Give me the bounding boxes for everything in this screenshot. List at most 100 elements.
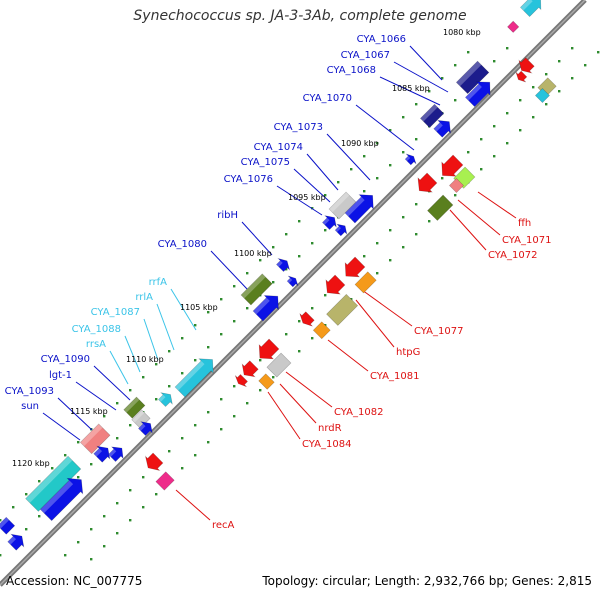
tick-dot: [467, 151, 470, 154]
tick-dot: [64, 454, 67, 457]
tick-dot: [194, 359, 197, 362]
genome-title: Synechococcus sp. JA-3-3Ab, complete gen…: [133, 8, 467, 24]
tick-dot: [220, 333, 223, 336]
tick-dot: [428, 220, 431, 223]
tick-dot: [454, 99, 457, 102]
gene-label: CYA_1088: [72, 324, 121, 335]
tick-dot: [142, 376, 145, 379]
forward-gene-shape: [39, 477, 84, 522]
kbp-tick-label: 1100 kbp: [234, 249, 272, 258]
tick-dot: [441, 77, 444, 80]
forward-gene: [433, 120, 451, 138]
tick-dot: [207, 346, 210, 349]
forward-gene: [464, 81, 491, 108]
tick-dot: [246, 402, 249, 405]
forward-gene: [344, 194, 374, 224]
forward-gene: [328, 191, 357, 220]
accession-text: Accession: NC_007775: [6, 574, 143, 588]
tick-dot: [207, 441, 210, 444]
forward-gene-shine: [7, 536, 17, 545]
tick-dot: [142, 506, 145, 509]
label-leader-line: [276, 185, 323, 216]
gene-label: CYA_1076: [224, 174, 273, 185]
tick-dot: [233, 385, 236, 388]
reverse-gene-shape: [344, 256, 366, 278]
tick-dot: [155, 398, 158, 401]
reverse-gene-shape: [518, 57, 535, 74]
reverse-gene-shape: [312, 321, 331, 340]
tick-dot: [376, 177, 379, 180]
forward-gene-shape: [7, 533, 25, 551]
forward-gene-shine: [241, 273, 266, 299]
tick-dot: [337, 181, 340, 184]
tick-dot: [285, 333, 288, 336]
tick-dot: [207, 411, 210, 414]
reverse-gene: [234, 374, 248, 388]
tick-dot: [207, 311, 210, 314]
tick-dot: [77, 441, 80, 444]
forward-gene-shine: [138, 423, 146, 431]
forward-gene-shine: [175, 360, 205, 391]
label-leader-line: [293, 168, 331, 203]
forward-gene-shape: [322, 215, 337, 230]
forward-gene-shape: [519, 0, 542, 18]
gene-label: recA: [212, 520, 235, 531]
kbp-tick-label: 1120 kbp: [12, 459, 50, 468]
genome-summary-text: Topology: circular; Length: 2,932,766 bp…: [262, 574, 592, 588]
forward-gene-shine: [456, 61, 482, 87]
tick-dot: [168, 385, 171, 388]
tick-dot: [246, 272, 249, 275]
gene-label: rrfA: [149, 277, 168, 288]
tick-dot: [233, 285, 236, 288]
tick-dot: [155, 363, 158, 366]
forward-gene-shine: [131, 409, 145, 423]
label-leader-line: [75, 381, 117, 411]
forward-gene-shape: [25, 455, 82, 512]
tick-dot: [194, 424, 197, 427]
label-leader-line: [109, 350, 129, 385]
label-leader-line: [241, 221, 273, 256]
forward-gene-shape: [138, 421, 153, 436]
tick-dot: [454, 64, 457, 67]
tick-dot: [376, 242, 379, 245]
tick-dot: [532, 116, 535, 119]
forward-gene: [25, 455, 82, 512]
reverse-gene: [312, 321, 331, 340]
reverse-gene-shape: [427, 194, 454, 221]
reverse-gene: [534, 88, 550, 104]
reverse-gene: [507, 20, 520, 33]
forward-gene: [334, 223, 348, 237]
tick-dot: [311, 337, 314, 340]
tick-dot: [25, 528, 28, 531]
forward-gene: [174, 358, 214, 398]
label-leader-line: [156, 303, 175, 351]
tick-dot: [103, 515, 106, 518]
forward-gene-shine: [0, 517, 10, 529]
tick-dot: [389, 129, 392, 132]
tick-dot: [363, 190, 366, 193]
forward-gene-shape: [93, 445, 111, 463]
forward-gene-shape: [174, 358, 214, 398]
forward-gene-shine: [329, 192, 350, 213]
kbp-tick-label: 1115 kbp: [70, 407, 108, 416]
forward-gene-shine: [433, 122, 443, 132]
feature-layer: [0, 0, 557, 551]
tick-dot: [90, 463, 93, 466]
tick-dot: [116, 532, 119, 535]
forward-gene: [286, 275, 299, 288]
kbp-tick-label: 1080 kbp: [443, 28, 481, 37]
forward-gene: [252, 295, 279, 322]
label-leader-line: [267, 391, 301, 440]
reverse-gene-shape: [258, 373, 275, 390]
forward-gene: [79, 423, 111, 455]
tick-dot: [415, 138, 418, 141]
tick-dot: [194, 454, 197, 457]
reverse-gene-shape: [234, 374, 248, 388]
forward-gene-shape: [455, 60, 490, 95]
gene-label: CYA_1068: [327, 65, 376, 76]
tick-dot: [532, 86, 535, 89]
forward-gene-shape: [276, 257, 291, 272]
tick-dot: [428, 90, 431, 93]
gene-label: CYA_1070: [303, 93, 352, 104]
gene-label: nrdR: [318, 423, 342, 434]
